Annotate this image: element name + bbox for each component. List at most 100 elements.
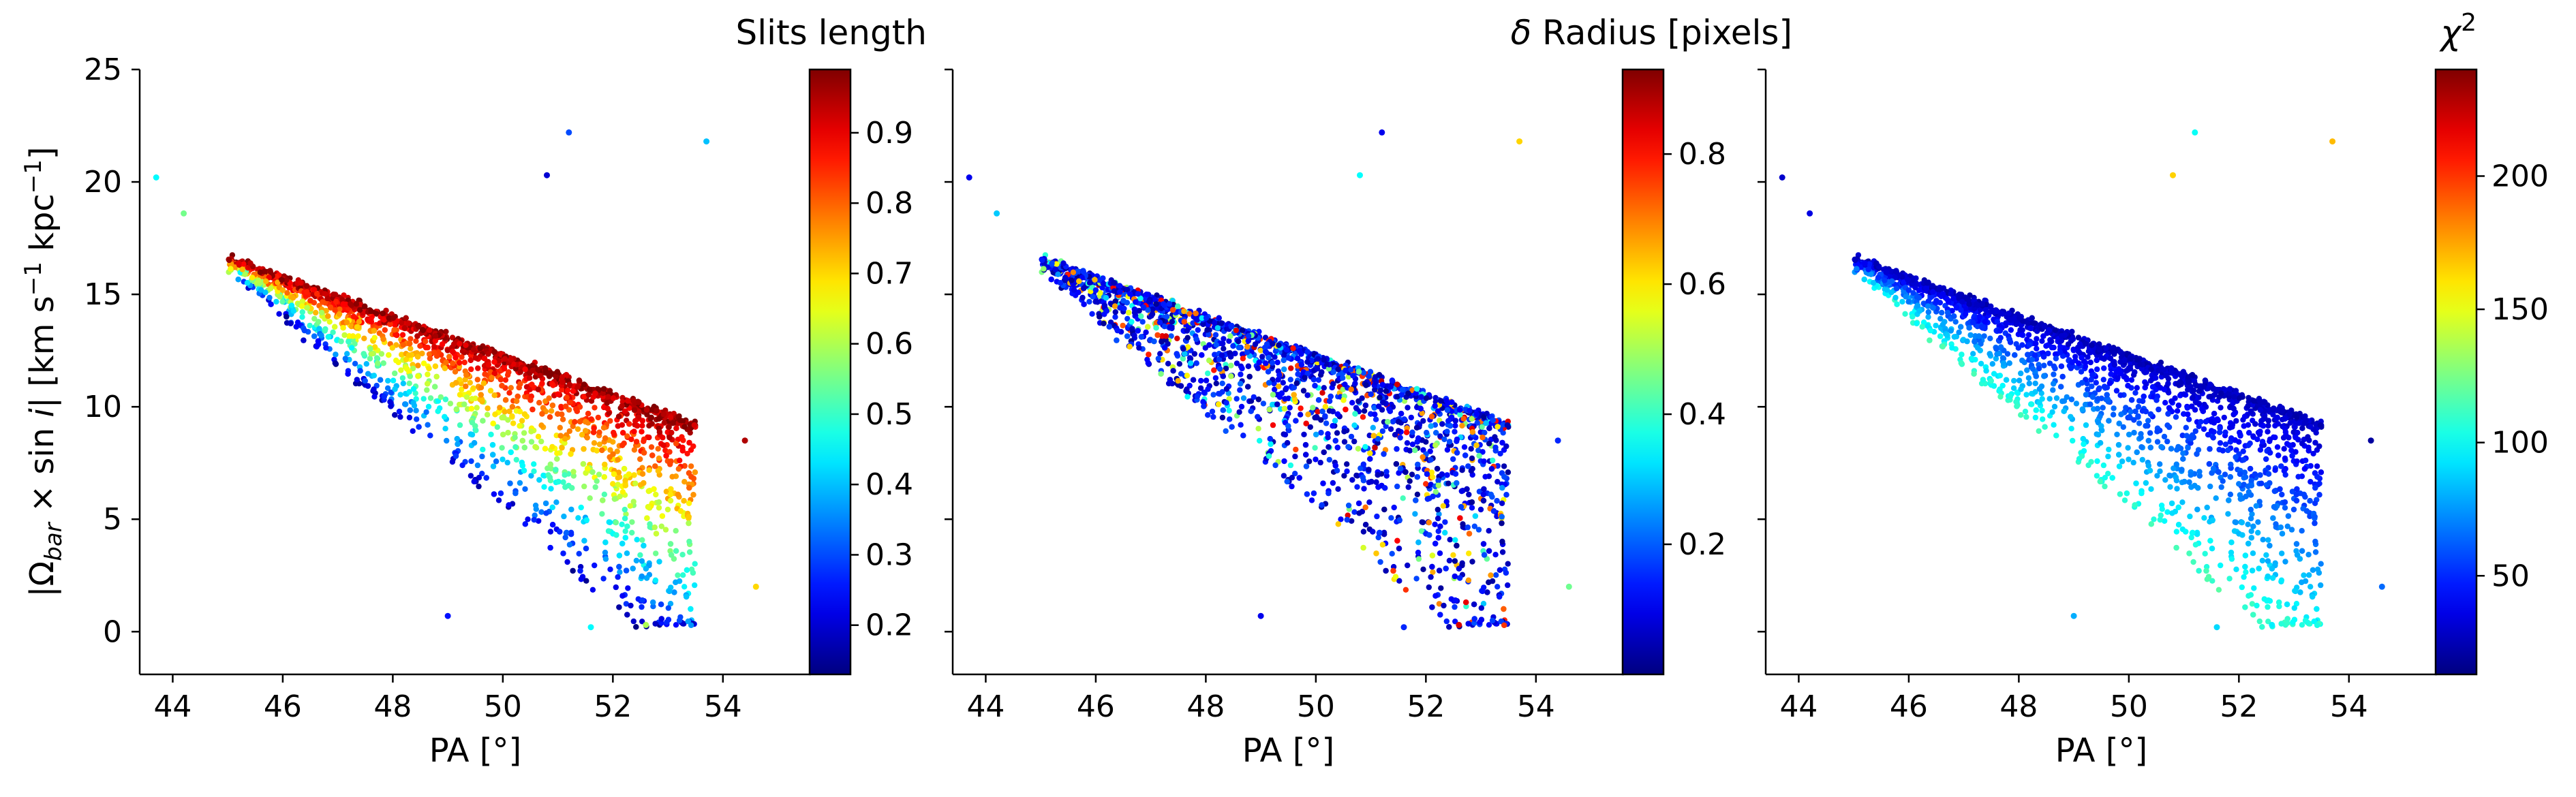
scatter-point: [425, 381, 431, 387]
scatter-point: [557, 424, 563, 431]
scatter-point: [427, 356, 433, 362]
scatter-point: [342, 356, 348, 362]
scatter-point: [298, 303, 305, 309]
scatter-point: [1341, 439, 1348, 445]
scatter-point: [1471, 616, 1477, 622]
scatter-point: [456, 360, 463, 366]
isolated-point: [153, 174, 159, 181]
scatter-point: [513, 398, 520, 404]
isolated-point: [444, 612, 451, 619]
scatter-point: [373, 355, 380, 361]
scatter-point: [1240, 395, 1247, 401]
scatter-point: [485, 362, 491, 368]
scatter-point: [660, 442, 666, 448]
scatter-point: [1205, 412, 1211, 418]
scatter-point: [1362, 443, 1368, 450]
colorbar-tick-label: 0.2: [865, 608, 913, 643]
scatter-point: [681, 584, 688, 590]
scatter-point: [481, 356, 488, 362]
scatter-point: [425, 403, 432, 410]
scatter-point: [1374, 513, 1380, 520]
scatter-point: [1300, 388, 1307, 394]
scatter-point: [1335, 486, 1341, 493]
scatter-point: [453, 453, 459, 459]
scatter-point: [447, 401, 454, 407]
scatter-point: [587, 495, 593, 501]
scatter-point: [1456, 565, 1462, 572]
scatter-point: [1332, 418, 1338, 424]
scatter-point: [631, 407, 638, 413]
scatter-point: [666, 424, 672, 430]
scatter-point: [1447, 422, 1454, 429]
scatter-point: [1439, 421, 1445, 427]
scatter-point: [1390, 567, 1396, 574]
scatter-point: [1503, 492, 1509, 498]
scatter-point: [1289, 483, 1295, 490]
scatter-point: [355, 333, 361, 339]
scatter-point: [671, 589, 677, 595]
scatter-point: [461, 401, 467, 407]
scatter-point: [684, 593, 690, 600]
scatter-point: [1389, 550, 1395, 557]
scatter-point: [506, 369, 512, 375]
scatter-point: [691, 422, 698, 428]
scatter-point: [626, 421, 632, 427]
scatter-point: [407, 373, 413, 379]
scatter-point: [639, 573, 645, 580]
scatter-point: [1129, 319, 1135, 325]
scatter-point: [390, 377, 397, 384]
x-tick-label: 52: [594, 689, 632, 724]
scatter-point: [517, 408, 523, 415]
scatter-point: [615, 413, 622, 420]
scatter-point: [641, 480, 647, 486]
scatter-point: [667, 491, 673, 498]
scatter-point: [454, 436, 460, 442]
scatter-point: [1394, 483, 1400, 490]
scatter-point: [607, 566, 613, 572]
scatter-point: [226, 257, 232, 264]
scatter-point: [553, 467, 559, 473]
scatter-point: [268, 285, 274, 292]
scatter-point: [639, 537, 645, 543]
scatter-point: [664, 506, 671, 513]
scatter-point: [588, 416, 594, 422]
scatter-point: [527, 375, 533, 381]
scatter-point: [1436, 567, 1443, 574]
scatter-point: [350, 313, 357, 319]
scatter-point: [1449, 399, 1455, 405]
scatter-point: [1387, 426, 1394, 433]
scatter-point: [487, 388, 494, 394]
scatter-point: [320, 299, 326, 305]
scatter-point: [307, 322, 313, 329]
scatter-point: [586, 386, 593, 393]
scatter-point: [624, 523, 630, 529]
scatter-point: [1212, 375, 1219, 381]
scatter-point: [1340, 375, 1346, 381]
scatter-point: [453, 354, 459, 361]
scatter-point: [563, 403, 569, 409]
scatter-point: [542, 446, 549, 452]
scatter-point: [1236, 344, 1242, 351]
scatter-point: [557, 433, 564, 439]
scatter-point: [1429, 604, 1435, 610]
scatter-point: [554, 450, 560, 456]
scatter-point: [616, 552, 623, 559]
scatter-point: [633, 557, 640, 564]
scatter-point: [490, 452, 496, 458]
y-tick-label: 25: [84, 52, 122, 87]
scatter-point: [431, 343, 438, 350]
scatter-point: [569, 485, 575, 491]
scatter-point: [639, 422, 645, 429]
scatter-point: [616, 563, 622, 570]
scatter-point: [627, 503, 633, 509]
scatter-point: [566, 542, 573, 548]
scatter-point: [313, 343, 320, 349]
scatter-point: [1226, 338, 1232, 344]
scatter-point: [1415, 556, 1422, 562]
scatter-point: [686, 520, 692, 527]
scatter-point: [1349, 400, 1355, 406]
scatter-point: [279, 277, 285, 283]
scatter-point: [519, 437, 525, 444]
scatter-point: [1112, 309, 1119, 315]
scatter-point: [1112, 314, 1118, 320]
